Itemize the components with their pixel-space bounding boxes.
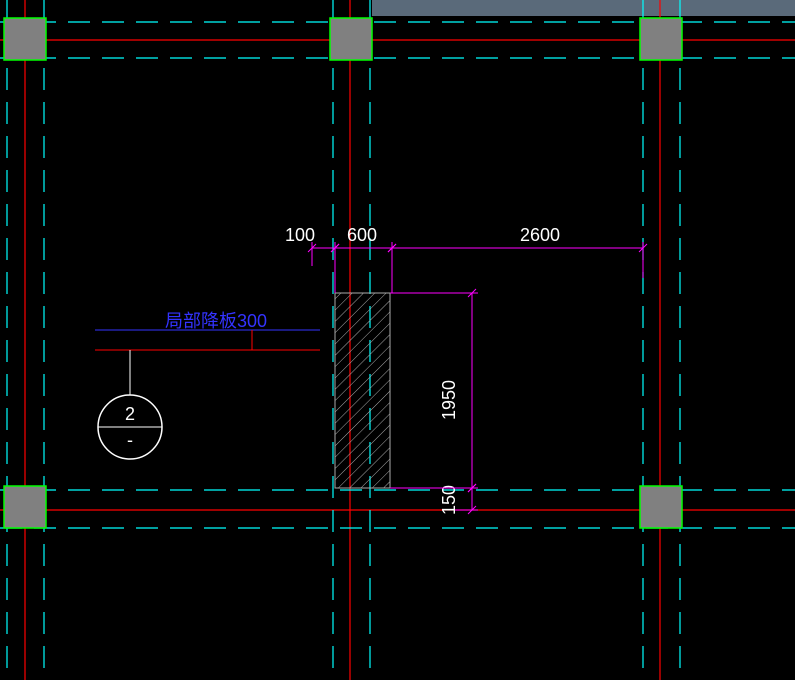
column xyxy=(330,18,372,60)
dim-label: 600 xyxy=(347,225,377,245)
column xyxy=(640,18,682,60)
cad-floor-plan: 100 600 2600 1950 150 局部降板300 2 - xyxy=(0,0,795,680)
column xyxy=(4,486,46,528)
section-callout: 局部降板300 2 - xyxy=(95,311,320,459)
dim-label: 150 xyxy=(439,485,459,515)
section-bubble-top: 2 xyxy=(125,404,135,424)
grid-lines xyxy=(0,0,795,680)
column xyxy=(640,486,682,528)
dimensions-vertical: 1950 150 xyxy=(390,289,478,515)
dim-label: 100 xyxy=(285,225,315,245)
hatched-area xyxy=(335,293,390,488)
section-bubble-bottom: - xyxy=(127,430,133,450)
dim-label: 1950 xyxy=(439,380,459,420)
column xyxy=(4,18,46,60)
beam-lines xyxy=(0,0,795,680)
dim-label: 2600 xyxy=(520,225,560,245)
callout-text: 局部降板300 xyxy=(165,311,267,331)
dimensions-horizontal: 100 600 2600 xyxy=(285,225,647,293)
zone-strip xyxy=(372,0,795,16)
